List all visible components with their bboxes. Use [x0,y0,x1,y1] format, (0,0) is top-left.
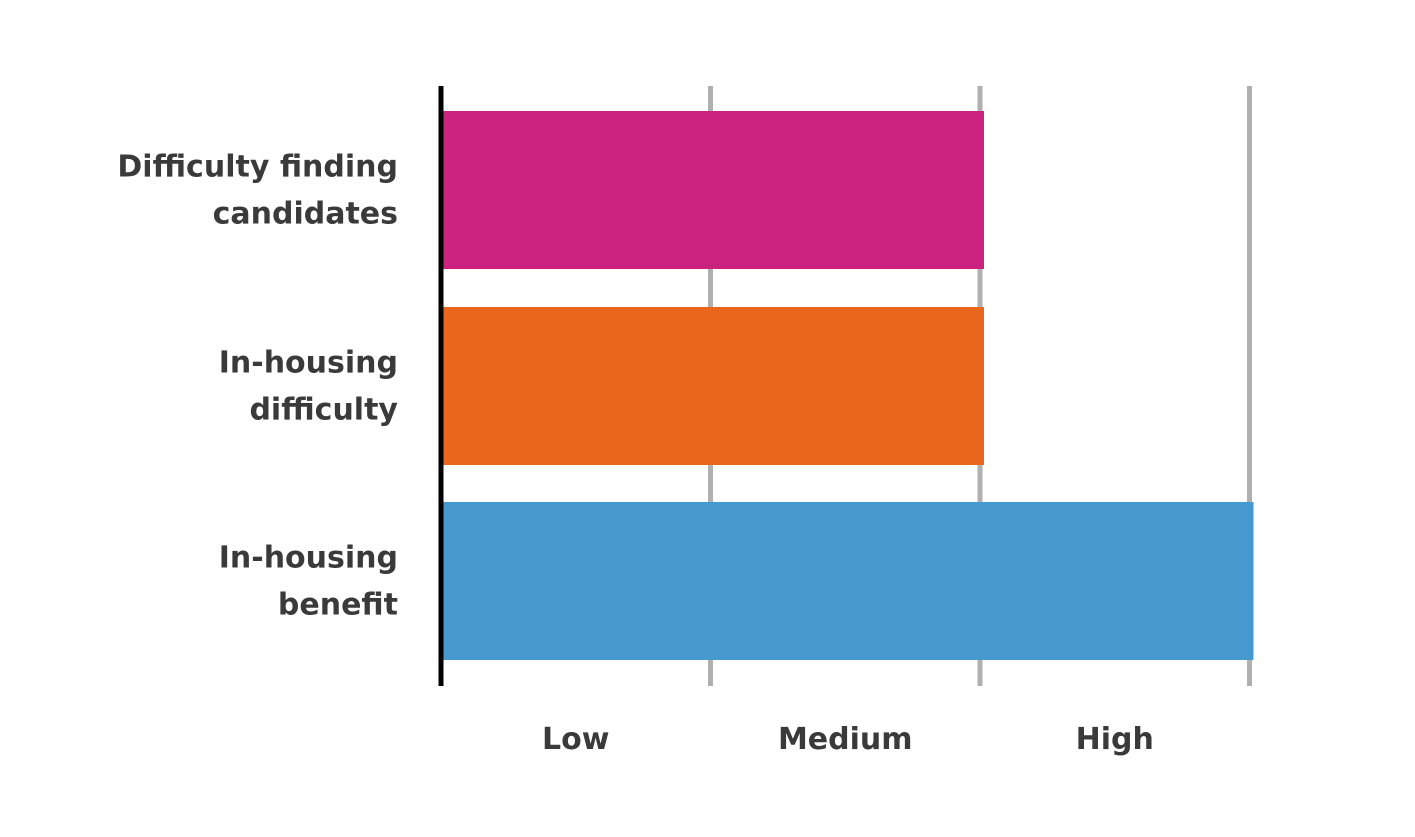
category-labels: Difficulty finding candidates In-housing di… [117,150,398,623]
category-label: candidates [213,197,398,232]
bars [443,111,1254,660]
x-tick-labels: Low Medium High [542,722,1154,757]
category-label: difficulty [249,393,398,428]
bar [443,307,984,465]
category-label: In-housing [219,346,398,381]
x-tick-label: Medium [778,722,913,757]
x-tick-label: Low [542,722,609,757]
bar [443,111,984,269]
category-label: benefit [278,588,398,623]
category-label: In-housing [219,541,398,576]
x-tick-label: High [1076,722,1154,757]
bar [443,502,1254,660]
category-label: Difficulty finding [117,150,398,185]
